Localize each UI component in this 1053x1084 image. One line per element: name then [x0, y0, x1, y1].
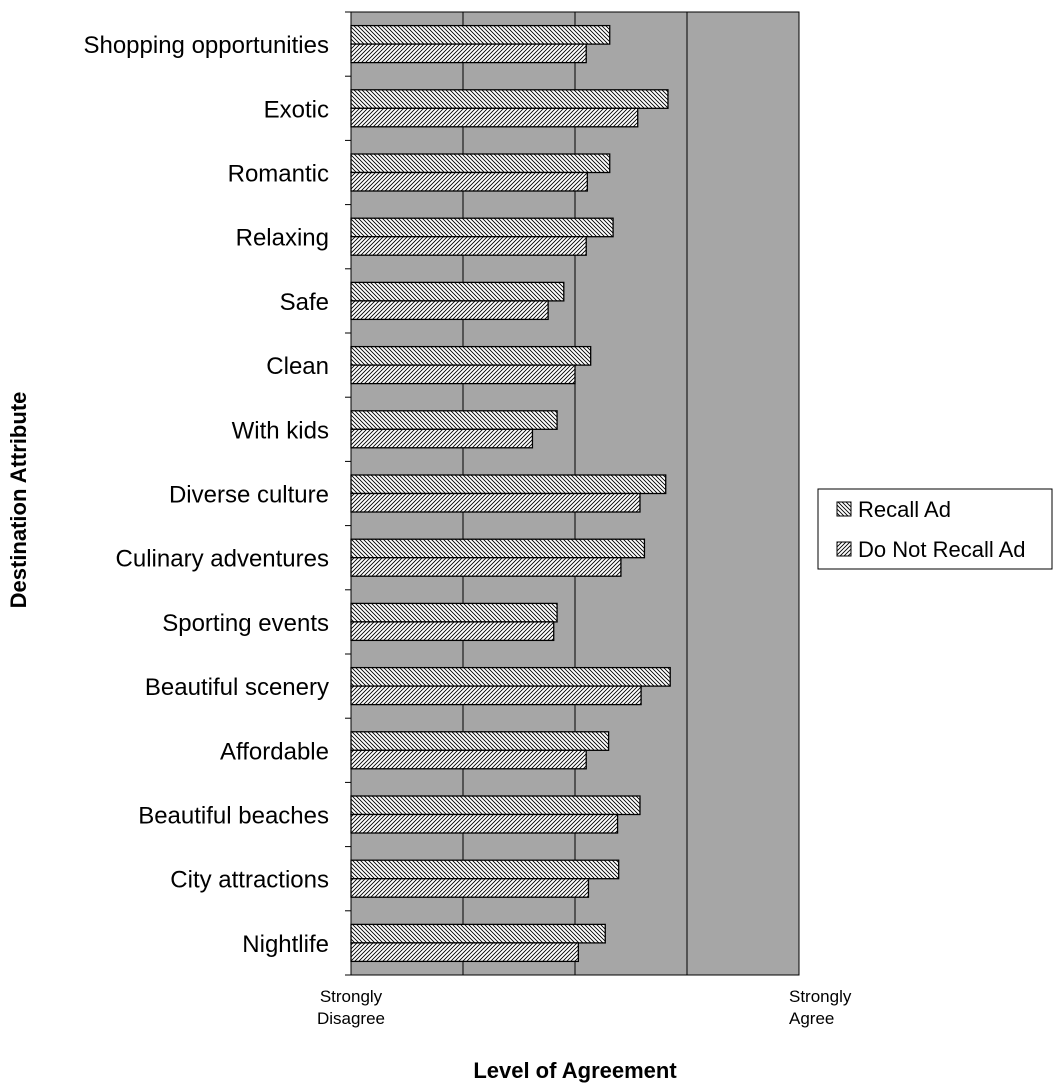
bar-do-not-recall-ad: [350, 428, 534, 449]
bar-do-not-recall-ad: [350, 942, 580, 963]
category-label: Beautiful beaches: [138, 803, 329, 830]
bars: [350, 24, 671, 963]
bar-do-not-recall-ad: [350, 43, 587, 64]
legend: Recall Ad Do Not Recall Ad: [817, 488, 1053, 570]
category-labels: Shopping opportunities Exotic Romantic Rel…: [83, 32, 329, 958]
category-label: Diverse culture: [169, 482, 329, 509]
bar-do-not-recall-ad: [350, 107, 639, 128]
bar-recall-ad: [350, 89, 669, 109]
category-label: Exotic: [264, 96, 329, 123]
x-tick-label-strongly-disagree: Strongly Disagree: [317, 987, 385, 1028]
category-label: City attractions: [170, 867, 329, 894]
bar-do-not-recall-ad: [350, 236, 587, 256]
category-label: Affordable: [220, 738, 329, 765]
bar-recall-ad: [350, 731, 610, 751]
bar-do-not-recall-ad: [350, 813, 619, 834]
category-label: Shopping opportunities: [83, 32, 329, 59]
legend-box: [817, 488, 1053, 570]
bar-do-not-recall-ad: [350, 364, 576, 385]
bar-recall-ad: [350, 281, 565, 302]
bar-recall-ad: [350, 153, 611, 174]
category-label: Clean: [266, 353, 329, 380]
bar-recall-ad: [350, 795, 641, 816]
legend-swatch-do-not-recall-ad: [836, 541, 852, 557]
bar-recall-ad: [350, 345, 592, 366]
y-axis-ticks: [345, 11, 351, 976]
bar-recall-ad: [350, 410, 558, 430]
bar-do-not-recall-ad: [350, 621, 555, 642]
bar-recall-ad: [350, 602, 558, 623]
y-axis-title: Destination Attribute: [6, 392, 31, 609]
category-label: Safe: [280, 289, 329, 316]
x-axis-title: Level of Agreement: [473, 1058, 677, 1083]
category-label: Sporting events: [162, 610, 329, 637]
legend-label-do-not-recall-ad: Do Not Recall Ad: [858, 537, 1026, 562]
bar-recall-ad: [350, 923, 606, 944]
bar-recall-ad: [350, 217, 614, 238]
bar-do-not-recall-ad: [350, 492, 641, 513]
category-label: Beautiful scenery: [145, 674, 329, 701]
category-label: With kids: [232, 417, 329, 444]
bar-recall-ad: [350, 859, 620, 880]
bar-recall-ad: [350, 474, 667, 495]
bar-do-not-recall-ad: [350, 878, 590, 898]
x-tick-label-strongly-agree: Strongly Agree: [789, 987, 852, 1028]
bar-do-not-recall-ad: [350, 685, 642, 706]
bar-recall-ad: [350, 666, 671, 687]
legend-swatch-recall-ad: [836, 501, 852, 517]
bar-do-not-recall-ad: [350, 557, 622, 577]
bar-do-not-recall-ad: [350, 300, 549, 321]
category-label: Nightlife: [242, 931, 329, 958]
bar-recall-ad: [350, 538, 646, 559]
category-label: Romantic: [228, 161, 329, 188]
bar-recall-ad: [350, 24, 611, 45]
bar-do-not-recall-ad: [350, 171, 588, 192]
category-label: Culinary adventures: [116, 546, 329, 573]
legend-label-recall-ad: Recall Ad: [858, 497, 951, 522]
bar-do-not-recall-ad: [350, 749, 587, 770]
category-label: Relaxing: [236, 225, 329, 252]
